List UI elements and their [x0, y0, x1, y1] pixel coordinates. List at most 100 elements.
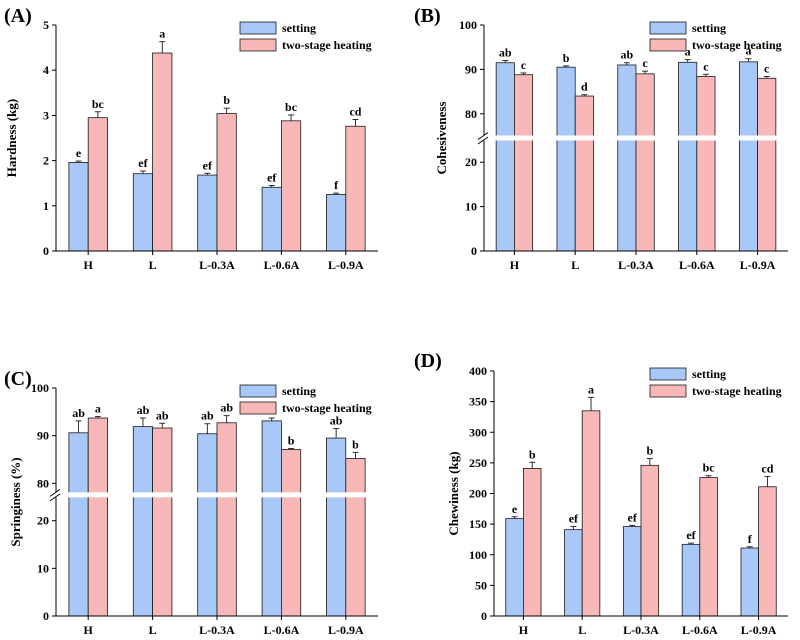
- y-tick-label: 300: [469, 425, 487, 439]
- x-tick-label: L-0.9A: [328, 258, 364, 272]
- panel-label: (D): [414, 350, 442, 372]
- significance-letter: bc: [92, 97, 105, 111]
- bar-setting-0: [68, 162, 89, 252]
- y-tick-label: 90: [465, 62, 477, 76]
- significance-letter: c: [521, 58, 527, 72]
- significance-letter: a: [745, 44, 751, 58]
- bar-setting-1: [132, 173, 153, 252]
- axis-break-mark: [477, 132, 489, 140]
- legend-label: setting: [282, 21, 316, 35]
- x-tick-label: H: [84, 258, 94, 272]
- significance-letter: d: [581, 80, 588, 94]
- y-tick-label: 10: [37, 561, 49, 575]
- x-tick-label: L: [571, 258, 579, 272]
- significance-letter: bc: [285, 100, 298, 114]
- panel-c: (C)Springiness (%)abababaabaababbbHLL-0.…: [4, 368, 380, 637]
- bar-two-stage-2: [635, 73, 655, 252]
- legend-swatch-setting: [239, 384, 277, 398]
- significance-letter: ab: [201, 409, 214, 423]
- significance-letter: ab: [499, 46, 512, 60]
- y-tick-label: 4: [43, 63, 49, 77]
- x-tick-label: L: [149, 258, 157, 272]
- x-tick-label: L-0.3A: [618, 258, 654, 272]
- legend-label: setting: [692, 21, 726, 35]
- y-tick-label: 5: [43, 18, 49, 32]
- panel-label: (A): [4, 5, 32, 27]
- legend-swatch-two-stage: [239, 38, 277, 52]
- axis-break-mark: [477, 136, 489, 145]
- significance-letter: b: [529, 447, 536, 461]
- bar-two-stage-1: [581, 410, 601, 617]
- significance-letter: ef: [203, 158, 213, 172]
- bar-two-stage-0: [523, 467, 542, 617]
- bar-two-stage-0: [514, 74, 534, 252]
- significance-letter: bc: [703, 461, 716, 475]
- x-tick-label: H: [510, 258, 520, 272]
- significance-letter: b: [288, 434, 295, 448]
- y-tick-label: 80: [37, 476, 49, 490]
- y-tick-label: 0: [43, 609, 49, 623]
- y-axis-title: Hardness (kg): [4, 99, 19, 177]
- significance-letter: ef: [138, 156, 148, 170]
- bar-two-stage-3: [280, 449, 302, 617]
- bar-two-stage-3: [696, 76, 716, 252]
- panel-label: (C): [4, 368, 32, 390]
- bar-two-stage-3: [699, 477, 718, 617]
- panel-label: (B): [414, 5, 441, 27]
- significance-letter: cd: [761, 461, 773, 475]
- legend-label: two-stage heating: [282, 38, 372, 52]
- bar-setting-1: [564, 529, 583, 617]
- bar-two-stage-2: [640, 464, 660, 617]
- bar-setting-0: [505, 518, 524, 617]
- axis-break-mark: [49, 488, 61, 497]
- x-tick-label: L-0.3A: [199, 258, 235, 272]
- bar-setting-1: [556, 66, 576, 252]
- y-tick-label: 0: [481, 609, 487, 623]
- bar-setting-3: [261, 420, 282, 617]
- bar-setting-0: [495, 62, 515, 252]
- x-tick-label: L-0.3A: [199, 623, 235, 635]
- y-tick-label: 100: [469, 548, 487, 562]
- y-tick-label: 80: [465, 107, 477, 121]
- x-tick-label: L-0.6A: [264, 258, 300, 272]
- y-tick-label: 0: [471, 244, 477, 258]
- y-tick-label: 200: [469, 487, 487, 501]
- y-tick-label: 10: [465, 200, 477, 214]
- bar-two-stage-4: [345, 458, 366, 617]
- significance-letter: c: [764, 62, 770, 76]
- y-tick-label: 90: [37, 429, 49, 443]
- y-axis-title: Springiness (%): [8, 457, 23, 546]
- significance-letter: a: [95, 402, 101, 416]
- panel-d: (D) Chewiness (kg) e ef ef ef f b a b bc cd H L L-0.3A…: [414, 350, 788, 637]
- significance-letter: ef: [686, 528, 696, 542]
- significance-letter: b: [563, 51, 570, 65]
- y-tick-label: 20: [465, 155, 477, 169]
- significance-letter: a: [685, 45, 691, 59]
- bar-setting-2: [197, 174, 218, 252]
- significance-letter: ab: [137, 403, 150, 417]
- x-tick-label: L-0.9A: [740, 258, 776, 272]
- axis-break-mark: [49, 493, 61, 502]
- bar-two-stage-3: [280, 120, 302, 252]
- significance-letter: c: [703, 59, 709, 73]
- bar-setting-3: [678, 61, 698, 252]
- axis-break-band: [478, 135, 790, 141]
- bar-two-stage-1: [152, 52, 173, 252]
- bar-setting-2: [617, 64, 637, 252]
- bar-setting-4: [326, 194, 347, 252]
- x-tick-label: L-0.6A: [264, 623, 300, 635]
- significance-letter: ab: [220, 401, 233, 415]
- significance-letter: b: [352, 437, 359, 451]
- axis-break-band: [50, 492, 380, 498]
- y-axis-title: Chewiness (kg): [446, 451, 461, 535]
- significance-letter: ab: [330, 414, 343, 428]
- y-tick-label: 400: [469, 364, 487, 378]
- bar-setting-4: [740, 547, 760, 617]
- significance-letter: e: [512, 502, 518, 516]
- bar-two-stage-0: [87, 417, 108, 617]
- significance-letter: f: [334, 178, 339, 192]
- x-tick-label: L-0.3A: [623, 623, 659, 635]
- y-tick-label: 100: [31, 381, 49, 395]
- bar-setting-3: [261, 186, 282, 252]
